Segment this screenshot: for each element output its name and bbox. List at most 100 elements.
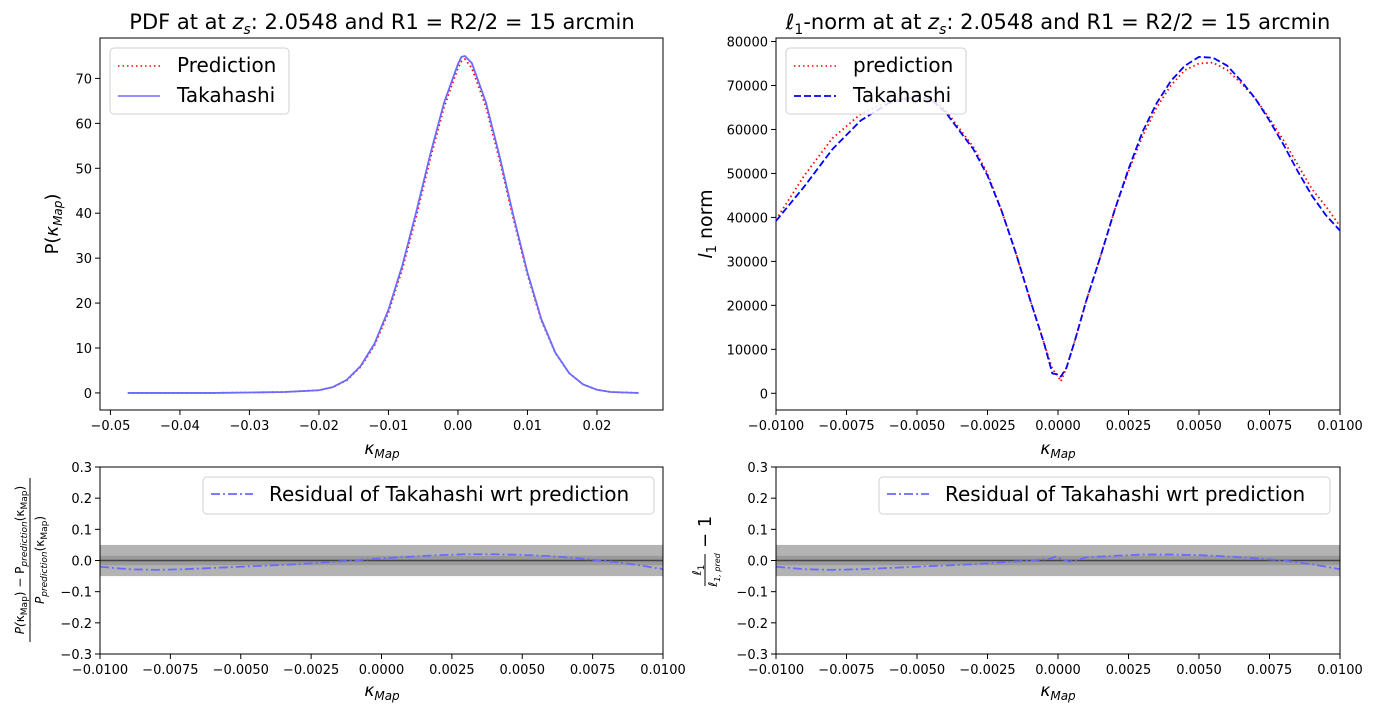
x-tick-label: 0.0050: [500, 663, 546, 678]
series-line-residual-of-takahashi-wrt-prediction: [775, 553, 1341, 571]
x-tick-label: −0.0025: [283, 663, 339, 678]
y-tick-label: −0.2: [60, 617, 92, 632]
y-tick-label: 10: [75, 342, 92, 357]
y-tick-label: 0.3: [747, 461, 768, 476]
pdf-y-axis-label: P(κMap): [42, 194, 65, 255]
y-tick-label: −0.1: [736, 586, 768, 601]
l1-legend-label-takahashi: Takahashi: [852, 83, 951, 107]
x-tick-label: 0.0075: [570, 663, 616, 678]
l1-residual-legend-frame: [878, 476, 1331, 515]
x-tick-label: −0.02: [299, 419, 339, 434]
pdf-chart: PDF at at zs: 2.0548 and R1 = R2/2 = 15 …: [42, 10, 664, 461]
pdf-x-axis: −0.05 −0.04 −0.03 −0.02 −0.01 0.00 0.01 0.02: [91, 410, 611, 434]
x-tick-label: −0.0100: [748, 663, 804, 678]
y-tick-label: 0.0: [747, 555, 768, 570]
x-tick-label: −0.0025: [959, 419, 1015, 434]
l1-residual-y-axis-label: ℓ1 ℓ1, pred − 1: [690, 516, 722, 588]
x-tick-label: 0.0050: [1176, 419, 1222, 434]
l1-residual-series: [775, 553, 1341, 571]
y-tick-label: 10000: [727, 343, 768, 358]
pdf-residual-tolerance-bands: [100, 544, 663, 577]
l1-y-axis-label: l1 norm: [695, 189, 720, 258]
x-tick-label: −0.0050: [889, 419, 945, 434]
pdf-x-axis-label: κMap: [364, 439, 400, 461]
x-tick-label: −0.0050: [889, 663, 945, 678]
l1-x-axis: −0.0100 −0.0075 −0.0050 −0.0025 0.0000 0.0025…: [748, 410, 1363, 434]
l1-legend-label-prediction: prediction: [853, 53, 953, 77]
l1-residual-y-axis: −0.3 −0.2 −0.1 0.0 0.1 0.2 0.3: [736, 461, 776, 663]
y-tick-label: 30: [75, 252, 92, 267]
x-tick-label: 0.0000: [1035, 419, 1081, 434]
pdf-residual-y-label-numerator: P(κMap) − Pprediction(κMap): [13, 486, 30, 634]
y-tick-label: 40000: [727, 211, 768, 226]
l1-residual-x-axis: −0.0100 −0.0075 −0.0050 −0.0025 0.0000 0.0025…: [748, 654, 1363, 678]
x-tick-label: −0.03: [230, 419, 270, 434]
y-tick-label: 80000: [727, 36, 768, 51]
y-tick-label: 50000: [727, 167, 768, 182]
x-tick-label: 0.0100: [1317, 419, 1363, 434]
x-tick-label: −0.05: [91, 419, 131, 434]
x-tick-label: −0.0100: [748, 419, 804, 434]
pdf-residual-y-axis-label: P(κMap) − Pprediction(κMap) Pprediction(…: [13, 478, 50, 642]
pdf-residual-series: [99, 553, 664, 571]
pdf-series: [127, 55, 639, 394]
x-tick-label: 0.02: [582, 419, 611, 434]
x-tick-label: −0.01: [369, 419, 409, 434]
pdf-residual-y-label-denominator: Pprediction(κMap): [33, 516, 50, 604]
y-tick-label: 40: [75, 207, 92, 222]
y-tick-label: 70000: [727, 79, 768, 94]
y-tick-label: 70: [75, 72, 92, 87]
x-tick-label: 0.0025: [429, 663, 475, 678]
pdf-residual-x-axis-label: κMap: [364, 681, 400, 703]
l1-residual-y-label-denominator: ℓ1, pred: [706, 552, 722, 587]
pdf-residual-x-axis: −0.0100 −0.0075 −0.0050 −0.0025 0.0000 0.0025…: [72, 654, 686, 678]
pdf-plot-frame: [99, 37, 664, 411]
y-tick-label: 20: [75, 297, 92, 312]
y-tick-label: −0.2: [736, 617, 768, 632]
x-tick-label: 0.0100: [640, 663, 686, 678]
l1-y-axis: 0 10000 20000 30000 40000 50000 60000 70000 8000…: [727, 36, 776, 402]
l1-x-axis-label: κMap: [1040, 439, 1076, 461]
l1-residual-y-label-numerator: ℓ1: [690, 565, 707, 577]
y-tick-label: 0.3: [71, 461, 92, 476]
x-tick-label: 0.0025: [1106, 663, 1152, 678]
y-tick-label: 50: [75, 162, 92, 177]
y-tick-label: 0.1: [747, 523, 768, 538]
y-tick-label: 30000: [727, 255, 768, 270]
x-tick-label: 0.0000: [359, 663, 405, 678]
y-tick-label: −0.3: [60, 648, 92, 663]
x-tick-label: 0.0100: [1317, 663, 1363, 678]
l1-residual-legend-label: Residual of Takahashi wrt prediction: [945, 482, 1305, 506]
x-tick-label: 0.0050: [1176, 663, 1222, 678]
x-tick-label: −0.0100: [72, 663, 128, 678]
l1-title: ℓ1-norm at at zs: 2.0548 and R1 = R2/2 =…: [785, 10, 1331, 38]
pdf-y-axis: 0 10 20 30 40 50 60 70: [75, 72, 100, 402]
l1-residual-y-label-tail: − 1: [695, 516, 716, 548]
pdf-title: PDF at at zs: 2.0548 and R1 = R2/2 = 15 …: [129, 10, 634, 38]
y-tick-label: 60: [75, 117, 92, 132]
y-tick-label: −0.1: [60, 586, 92, 601]
x-tick-label: 0.0075: [1247, 419, 1293, 434]
x-tick-label: −0.0075: [818, 663, 874, 678]
pdf-residual-y-axis: −0.3 −0.2 −0.1 0.0 0.1 0.2 0.3: [60, 461, 100, 663]
y-tick-label: 0.0: [71, 555, 92, 570]
y-tick-label: 0.2: [747, 492, 768, 507]
l1-residual-tolerance-bands: [776, 544, 1340, 577]
x-tick-label: −0.0025: [959, 663, 1015, 678]
x-tick-label: 0.0000: [1035, 663, 1081, 678]
series-line-residual-of-takahashi-wrt-prediction: [99, 553, 664, 571]
l1-legend: prediction Takahashi: [785, 47, 967, 115]
y-tick-label: 60000: [727, 123, 768, 138]
pdf-residual-chart: −0.0100 −0.0075 −0.0050 −0.0025 0.0000 0.0025…: [13, 461, 686, 703]
x-tick-label: 0.0075: [1247, 663, 1293, 678]
y-tick-label: −0.3: [736, 648, 768, 663]
x-tick-label: 0.0025: [1106, 419, 1152, 434]
y-tick-label: 0: [760, 387, 768, 402]
l1-residual-legend: Residual of Takahashi wrt prediction: [878, 476, 1331, 515]
y-tick-label: 0.1: [71, 523, 92, 538]
pdf-residual-legend-frame: [202, 476, 655, 515]
l1-residual-chart: −0.0100 −0.0075 −0.0050 −0.0025 0.0000 0.0025…: [690, 461, 1363, 703]
y-tick-label: 0: [84, 387, 92, 402]
pdf-legend: Prediction Takahashi: [109, 47, 290, 115]
